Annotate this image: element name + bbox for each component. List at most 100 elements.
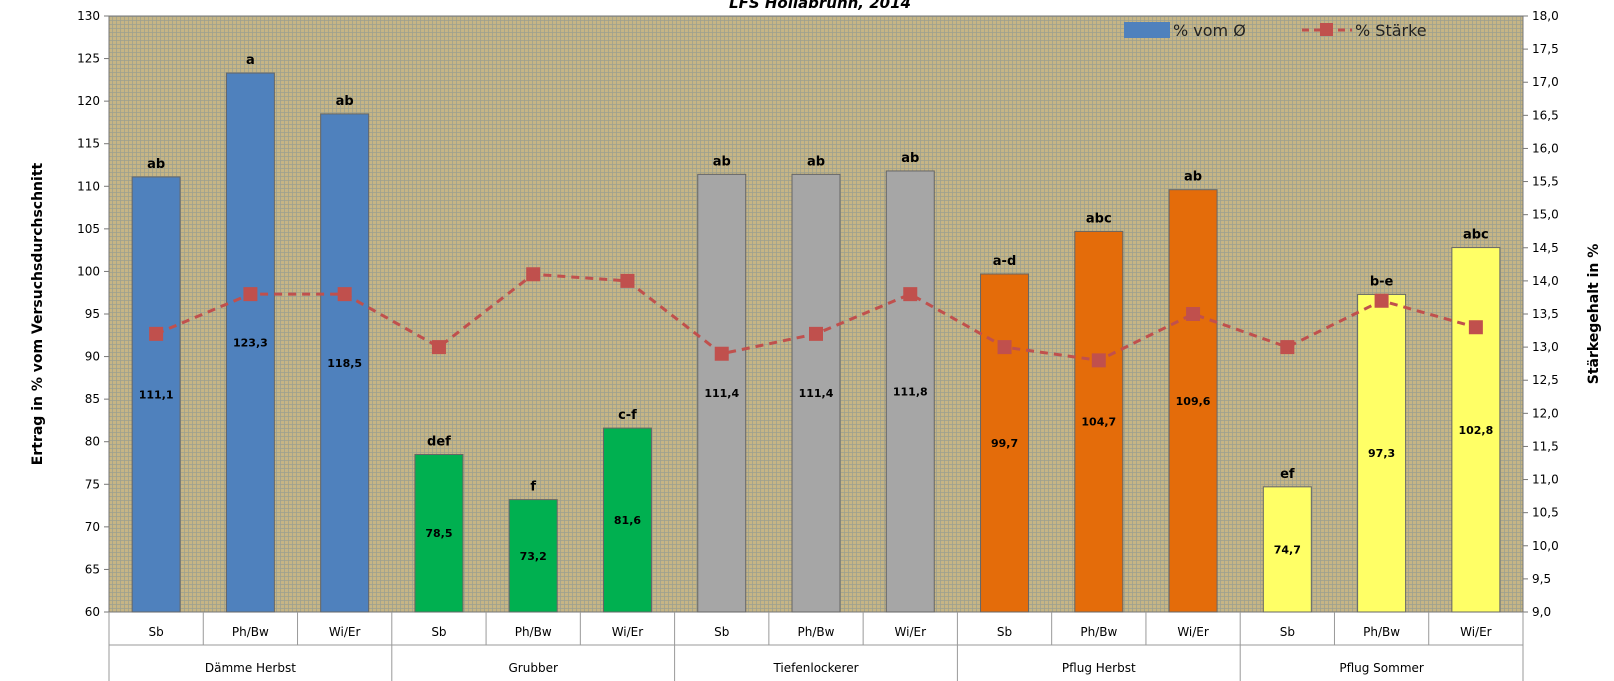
bar-value-label: 74,7 [1274, 543, 1301, 556]
bar-significance-letter: abc [1463, 228, 1489, 243]
bar-significance-letter: ab [1184, 170, 1202, 185]
chart-title: LFS Hollabrunn, 2014 [729, 0, 911, 12]
x-category-label: Sb [997, 625, 1012, 639]
bar [885, 170, 935, 613]
y-tick-label: 105 [77, 222, 100, 236]
y2-tick-label: 11,0 [1532, 473, 1559, 487]
starch-marker [1468, 320, 1483, 335]
bar-value-label: 99,7 [991, 437, 1018, 450]
y2-tick-label: 9,0 [1532, 605, 1551, 619]
starch-marker [620, 273, 635, 288]
y2-tick-label: 17,5 [1532, 42, 1559, 56]
y2-tick-label: 14,0 [1532, 274, 1559, 288]
y2-tick-label: 11,5 [1532, 439, 1559, 453]
starch-marker [1374, 293, 1389, 308]
starch-marker [149, 326, 164, 341]
bar-value-label: 73,2 [520, 550, 547, 563]
x-category-label: Wi/Er [1177, 625, 1209, 639]
x-category-label: Wi/Er [895, 625, 927, 639]
x-category-label: Ph/Bw [1363, 625, 1400, 639]
bar-significance-letter: c-f [618, 408, 637, 423]
y-tick-label: 130 [77, 9, 100, 23]
bar [1262, 486, 1312, 613]
bar-significance-letter: a-d [993, 254, 1016, 269]
bar-significance-letter: abc [1086, 211, 1112, 226]
bar [320, 113, 370, 613]
bar-value-label: 111,8 [893, 385, 928, 398]
starch-marker [809, 326, 823, 341]
y2-tick-label: 13,5 [1532, 307, 1559, 321]
bar [508, 499, 558, 613]
y2-tick-label: 13,0 [1532, 340, 1559, 354]
y-tick-label: 115 [77, 137, 100, 151]
y2-tick-label: 15,5 [1532, 175, 1559, 189]
y-tick-label: 120 [77, 94, 100, 108]
bars: ab 111,1 a 123,3 ab 118,5 def 78,5 f 73,2 c-f 81,6 a… [131, 53, 1501, 613]
y2-tick-label: 14,5 [1532, 241, 1559, 255]
starch-marker [903, 287, 918, 302]
bar [1357, 293, 1407, 613]
bar-significance-letter: f [530, 480, 536, 495]
bar [791, 173, 841, 613]
x-category-label: Sb [714, 625, 729, 639]
y-axis: 60 65 70 75 80 85 90 95 100 105 110 115 120 125 130 [77, 9, 109, 619]
bar [131, 176, 181, 613]
bar [1074, 230, 1124, 613]
x-axis: Sb Ph/Bw Wi/Er Dämme Herbst Sb Ph/Bw Wi/Er Grub… [108, 612, 1524, 681]
bar [697, 173, 747, 613]
y2-tick-label: 16,0 [1532, 141, 1559, 155]
y2-tick-label: 10,0 [1532, 539, 1559, 553]
bar-significance-letter: ab [807, 154, 825, 169]
y-tick-label: 70 [85, 520, 100, 534]
x-group-label: Pflug Herbst [1062, 661, 1136, 675]
legend-line-label: % Stärke [1355, 21, 1427, 40]
y-tick-label: 80 [85, 435, 100, 449]
bar [1451, 247, 1501, 613]
x-category-label: Ph/Bw [1080, 625, 1117, 639]
starch-marker [1280, 340, 1295, 355]
bar [225, 72, 275, 613]
legend: % vom Ø % Stärke [1124, 21, 1427, 40]
legend-line-marker [1320, 23, 1333, 36]
starch-marker [243, 287, 258, 302]
x-category-label: Ph/Bw [232, 625, 269, 639]
y2-tick-label: 15,0 [1532, 208, 1559, 222]
bar [414, 453, 464, 613]
starch-marker [1091, 353, 1106, 368]
y2-tick-label: 17,0 [1532, 75, 1559, 89]
starch-marker [714, 346, 729, 361]
y-tick-label: 100 [77, 264, 100, 278]
bar-significance-letter: ab [713, 154, 731, 169]
y2-axis: 9,0 9,5 10,0 10,5 11,0 11,5 12,0 12,5 13,0 13,5 14… [1523, 9, 1559, 619]
bar-value-label: 123,3 [233, 337, 268, 350]
y2-tick-label: 10,5 [1532, 506, 1559, 520]
x-category-label: Wi/Er [329, 625, 361, 639]
starch-marker [526, 267, 541, 282]
y-tick-label: 75 [85, 477, 100, 491]
y-tick-label: 85 [85, 392, 100, 406]
bar [1168, 189, 1218, 613]
y-tick-label: 60 [85, 605, 100, 619]
bar-significance-letter: b-e [1370, 274, 1394, 289]
bar-value-label: 109,6 [1176, 395, 1211, 408]
x-category-label: Ph/Bw [798, 625, 835, 639]
bar-value-label: 102,8 [1458, 424, 1493, 437]
bar-value-label: 111,4 [704, 387, 739, 400]
bar-significance-letter: ab [147, 157, 165, 172]
bar-significance-letter: ab [901, 151, 919, 166]
y-tick-label: 90 [85, 350, 100, 364]
bar-value-label: 81,6 [614, 514, 641, 527]
starch-marker [337, 287, 352, 302]
y-tick-label: 125 [77, 52, 100, 66]
y-tick-label: 95 [85, 307, 100, 321]
y2-tick-label: 12,0 [1532, 406, 1559, 420]
y-tick-label: 110 [77, 179, 100, 193]
x-category-label: Sb [431, 625, 446, 639]
x-category-label: Sb [1280, 625, 1295, 639]
x-category-label: Ph/Bw [515, 625, 552, 639]
x-group-label: Grubber [509, 661, 558, 675]
x-category-label: Wi/Er [1460, 625, 1492, 639]
bar-value-label: 104,7 [1081, 416, 1116, 429]
bar [602, 427, 652, 613]
